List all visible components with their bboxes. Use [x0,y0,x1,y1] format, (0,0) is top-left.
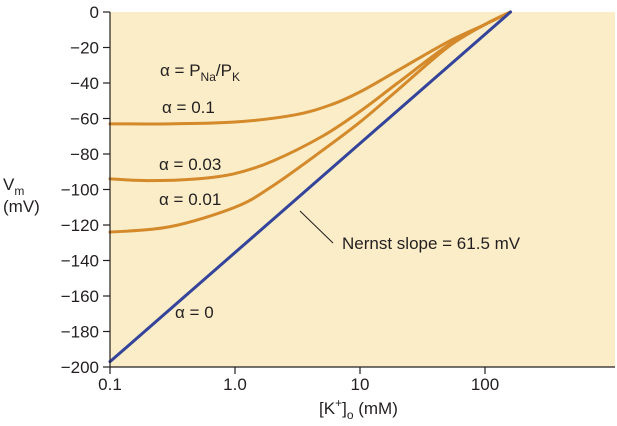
x-tick-label: 100 [471,375,499,394]
x-axis-title-sup: + [335,396,342,410]
legend-title-sub-k: K [232,70,240,84]
series-lines [108,10,513,364]
x-axis-title-sub: o [347,408,354,422]
x-tick-label: 1.0 [223,375,247,394]
legend-title-slash: /P [216,61,232,80]
tick-labels: 0 −20 −40 −60 −80 −100 −120 −140 −160 −180 −2000.1… [61,3,499,394]
y-axis-unit: (mV) [3,197,40,216]
series-label-alpha-0: α = 0 [175,303,214,322]
y-tick-label: −80 [70,145,99,164]
series-label-alpha-0.03: α = 0.03 [159,155,221,174]
series-label-alpha-0.1: α = 0.1 [162,98,215,117]
y-tick-label: −140 [61,252,99,271]
tick-marks [103,11,486,374]
y-tick-label: −180 [61,323,99,342]
series-line-2 [108,10,513,234]
x-axis-title-main: [K [319,399,336,418]
nernst-leader-line [299,210,334,244]
y-tick-label: −200 [61,358,99,377]
x-axis-title-close: ] [342,399,347,418]
y-axis-title-main: V [3,175,15,194]
legend-title-sub-na: Na [201,70,217,84]
x-axis-title-unit: (mM) [354,399,398,418]
x-tick-label: 10 [351,375,370,394]
legend-title-alpha: α = P [160,61,201,80]
x-tick-label: 0.1 [98,375,122,394]
y-tick-label: −100 [61,181,99,200]
series-line-3 [108,10,513,364]
y-tick-label: 0 [90,3,99,22]
y-axis-title: Vm [3,175,24,198]
y-tick-label: −60 [70,110,99,129]
plot-area-background [110,12,615,367]
y-tick-label: −40 [70,74,99,93]
x-axis-title: [K+]o (mM) [319,396,398,422]
series-label-alpha-0.01: α = 0.01 [159,190,221,209]
nernst-slope-label: Nernst slope = 61.5 mV [342,234,521,253]
y-tick-label: −20 [70,39,99,58]
y-tick-label: −120 [61,216,99,235]
y-axis-title-sub: m [14,184,24,198]
y-tick-label: −160 [61,287,99,306]
legend-title: α = PNa/PK [160,61,240,84]
